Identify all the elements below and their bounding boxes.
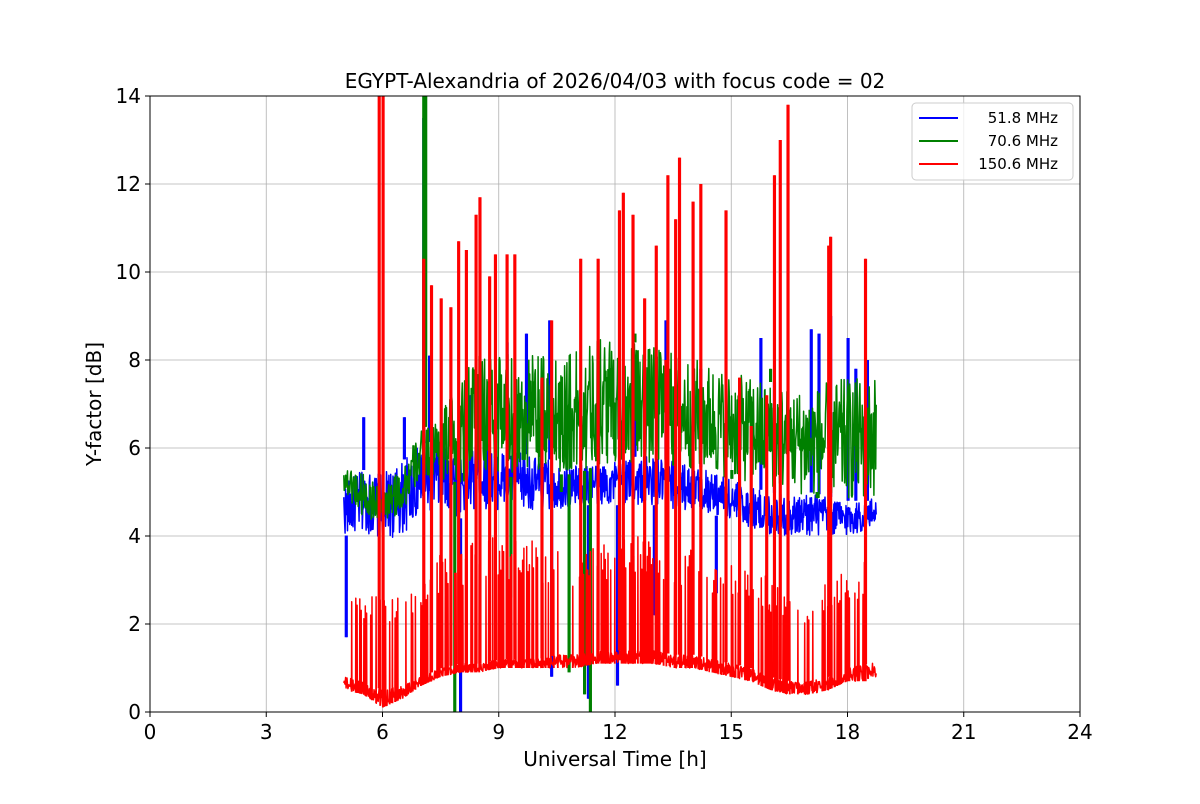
y-tick-label: 12 — [116, 172, 141, 196]
x-tick-label: 12 — [602, 720, 627, 744]
x-tick-label: 6 — [376, 720, 389, 744]
x-tick-label: 24 — [1067, 720, 1092, 744]
x-tick-label: 0 — [144, 720, 157, 744]
chart-title: EGYPT-Alexandria of 2026/04/03 with focu… — [345, 69, 886, 93]
series-layer — [343, 96, 877, 712]
legend-box — [911, 102, 1074, 181]
legend-label: 150.6 MHz — [978, 155, 1058, 173]
y-tick-label: 10 — [116, 260, 141, 284]
y-tick-label: 4 — [128, 524, 141, 548]
series-150-6-mhz — [343, 96, 877, 708]
x-tick-label: 3 — [260, 720, 273, 744]
x-axis-label: Universal Time [h] — [523, 747, 706, 771]
x-tick-label: 21 — [951, 720, 976, 744]
y-tick-label: 0 — [128, 700, 141, 724]
y-tick-label: 14 — [116, 84, 141, 108]
y-tick-label: 8 — [128, 348, 141, 372]
y-tick-label: 2 — [128, 612, 141, 636]
y-axis-label: Y-factor [dB] — [82, 342, 106, 467]
legend-label: 70.6 MHz — [988, 132, 1058, 150]
x-tick-label: 9 — [492, 720, 505, 744]
legend: 51.8 MHz 70.6 MHz 150.6 MHz — [911, 102, 1074, 181]
x-tick-label: 15 — [719, 720, 744, 744]
y-tick-label: 6 — [128, 436, 141, 460]
x-tick-label: 18 — [835, 720, 860, 744]
legend-label: 51.8 MHz — [988, 109, 1058, 127]
